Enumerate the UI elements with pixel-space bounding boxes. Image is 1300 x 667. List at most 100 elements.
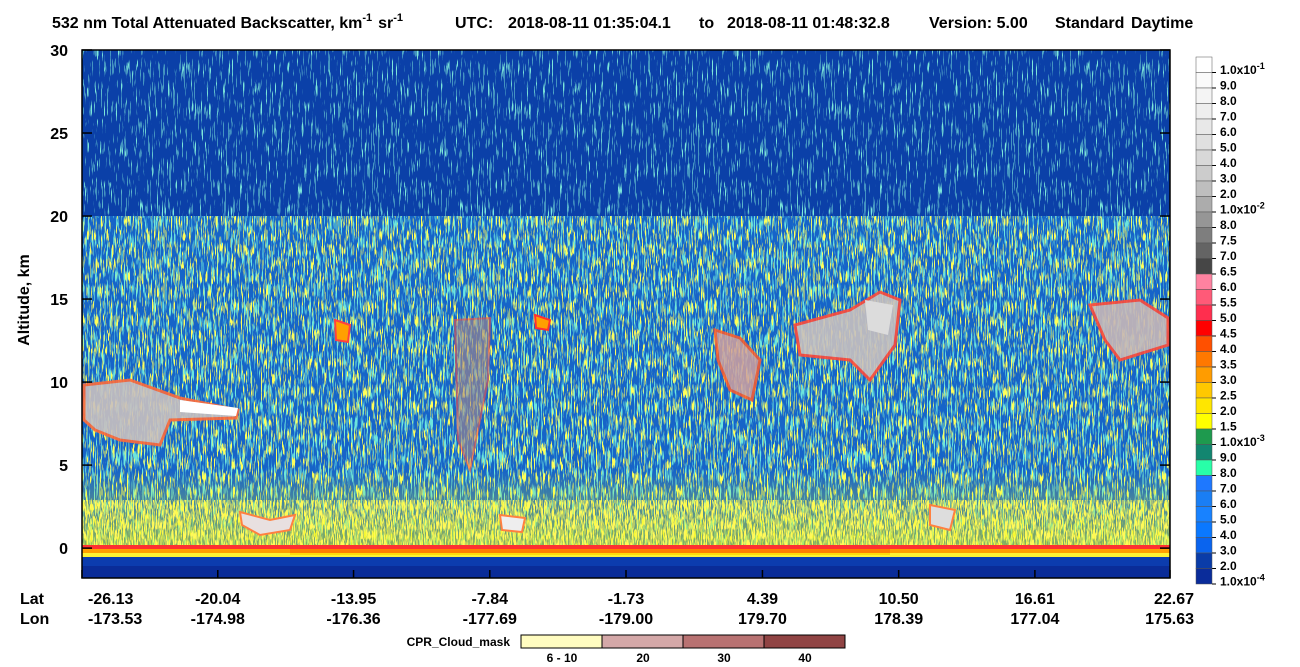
colorbar-swatch [1195, 196, 1213, 213]
colorbar-label-text: 3.0 [1220, 373, 1237, 387]
colorbar-swatch [1195, 413, 1213, 430]
daytime: Daytime [1131, 15, 1193, 32]
colorbar-label-text: 9.0 [1220, 78, 1237, 92]
y-tick-label: 20 [50, 209, 68, 226]
colorbar-label: 5.5 [1220, 295, 1237, 309]
colorbar-label-exp: -1 [1257, 61, 1265, 71]
cpr-legend-label: 40 [798, 651, 812, 665]
cpr-legend-title: CPR_Cloud_mask [407, 635, 511, 649]
cpr-legend-swatch [763, 634, 846, 649]
colorbar-swatch [1195, 320, 1213, 337]
colorbar-label: 3.0 [1220, 171, 1237, 185]
lon-tick-label: -174.98 [191, 611, 245, 628]
colorbar-swatch [1195, 211, 1213, 228]
colorbar-label: 5.0 [1220, 311, 1237, 325]
lat-tick-label: -26.13 [88, 591, 133, 608]
colorbar-label-text: 6.0 [1220, 497, 1237, 511]
colorbar-swatch [1195, 118, 1213, 135]
colorbar-label: 2.0 [1220, 404, 1237, 418]
colorbar-swatch [1195, 351, 1213, 368]
lon-tick-label: 175.63 [1145, 611, 1194, 628]
colorbar-label: 9.0 [1220, 450, 1237, 464]
colorbar-label: 2.5 [1220, 388, 1237, 402]
product: Standard [1055, 15, 1124, 32]
colorbar-swatch [1195, 273, 1213, 290]
utc-label: UTC: [455, 15, 493, 32]
colorbar-label-text: 1.0x10 [1220, 63, 1257, 77]
colorbar-swatch [1195, 134, 1213, 151]
colorbar-label-text: 2.0 [1220, 404, 1237, 418]
colorbar-label: 2.0 [1220, 559, 1237, 573]
colorbar-label: 3.0 [1220, 543, 1237, 557]
lat-tick-label: -13.95 [331, 591, 376, 608]
colorbar-label: 6.0 [1220, 280, 1237, 294]
colorbar-label: 7.0 [1220, 481, 1237, 495]
colorbar-label-text: 2.0 [1220, 559, 1237, 573]
colorbar-label-exp: -2 [1257, 200, 1265, 210]
colorbar-label: 1.0x10-4 [1220, 572, 1265, 588]
colorbar-label: 6.0 [1220, 497, 1237, 511]
colorbar-label-text: 6.0 [1220, 280, 1237, 294]
colorbar-label: 8.0 [1220, 94, 1237, 108]
colorbar-label: 4.0 [1220, 342, 1237, 356]
colorbar-swatch [1195, 521, 1213, 538]
colorbar-label-text: 5.0 [1220, 311, 1237, 325]
colorbar-label: 8.0 [1220, 218, 1237, 232]
colorbar-label-text: 1.5 [1220, 419, 1237, 433]
start-time: 2018-08-11 01:35:04.1 [508, 15, 671, 32]
colorbar-label-text: 6.5 [1220, 264, 1237, 278]
lon-tick-label: -179.00 [599, 611, 653, 628]
colorbar-label: 1.0x10-3 [1220, 433, 1265, 449]
colorbar-label: 1.0x10-2 [1220, 200, 1265, 216]
colorbar-swatch [1195, 366, 1213, 383]
colorbar-label-text: 7.0 [1220, 481, 1237, 495]
colorbar-label: 1.5 [1220, 419, 1237, 433]
lat-tick-label: 4.39 [747, 591, 778, 608]
cpr-legend-label: 6 - 10 [547, 651, 578, 665]
cpr-legend-swatch [520, 634, 603, 649]
lon-tick-label: -177.69 [463, 611, 517, 628]
colorbar-label-text: 1.0x10 [1220, 435, 1257, 449]
colorbar-label-text: 7.5 [1220, 233, 1237, 247]
colorbar-swatch [1195, 428, 1213, 445]
colorbar-swatch [1195, 289, 1213, 306]
colorbar-label: 7.0 [1220, 249, 1237, 263]
colorbar-swatch [1195, 304, 1213, 321]
y-tick-label: 15 [50, 292, 68, 309]
y-axis-label: Altitude, km [16, 254, 33, 346]
colorbar-label: 5.0 [1220, 140, 1237, 154]
colorbar-swatch [1195, 552, 1213, 569]
cpr-legend-label: 30 [717, 651, 731, 665]
colorbar-label-text: 2.5 [1220, 388, 1237, 402]
y-tick-label: 30 [50, 43, 68, 60]
colorbar-label-text: 5.5 [1220, 295, 1237, 309]
colorbar-label: 6.0 [1220, 125, 1237, 139]
lon-tick-label: -173.53 [88, 611, 142, 628]
lat-tick-label: 10.50 [879, 591, 919, 608]
version: Version: 5.00 [929, 15, 1028, 32]
lat-tick-label: -1.73 [608, 591, 645, 608]
colorbar-label: 3.5 [1220, 357, 1237, 371]
lon-tick-label: 178.39 [874, 611, 923, 628]
lon-row-label: Lon [20, 611, 49, 628]
y-tick-label: 10 [50, 375, 68, 392]
colorbar-label: 9.0 [1220, 78, 1237, 92]
colorbar-swatch [1195, 382, 1213, 399]
lat-row-label: Lat [20, 591, 45, 608]
colorbar-swatch [1195, 335, 1213, 352]
colorbar-swatch [1195, 242, 1213, 259]
cpr-legend-swatch [682, 634, 765, 649]
colorbar-swatch [1195, 180, 1213, 197]
to-label: to [699, 15, 714, 32]
colorbar-label-text: 1.0x10 [1220, 574, 1257, 588]
cloud-features [82, 290, 1170, 537]
colorbar-label: 1.0x10-1 [1220, 61, 1265, 77]
colorbar-swatch [1195, 258, 1213, 275]
lon-tick-label: 179.70 [738, 611, 787, 628]
colorbar-label: 4.0 [1220, 156, 1237, 170]
colorbar-swatch [1195, 490, 1213, 507]
colorbar-swatch [1195, 56, 1213, 73]
cpr-legend-swatch [601, 634, 684, 649]
colorbar-swatch [1195, 227, 1213, 244]
